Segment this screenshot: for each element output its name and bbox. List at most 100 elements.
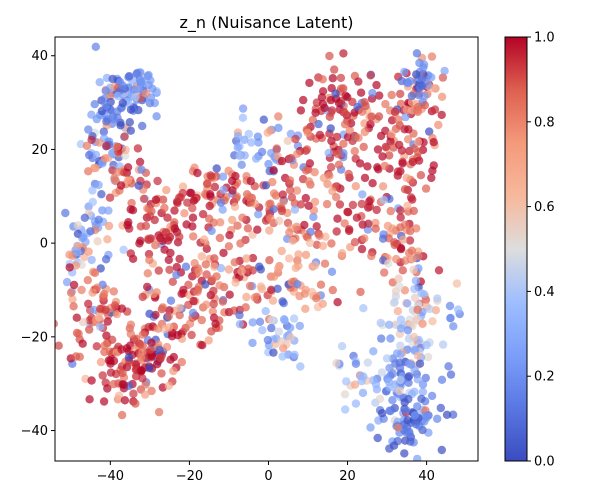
scatter-point bbox=[96, 264, 105, 273]
scatter-point bbox=[403, 326, 413, 335]
scatter-point bbox=[141, 380, 150, 389]
x-tick-label: −20 bbox=[176, 469, 203, 484]
scatter-point bbox=[224, 242, 234, 251]
scatter-point bbox=[87, 255, 96, 265]
scatter-point bbox=[336, 84, 346, 93]
scatter-point bbox=[120, 132, 129, 141]
scatter-point bbox=[324, 148, 333, 158]
scatter-point bbox=[88, 197, 98, 207]
scatter-point bbox=[406, 437, 415, 446]
scatter-point bbox=[309, 212, 318, 222]
scatter-point bbox=[117, 304, 127, 313]
scatter-point bbox=[352, 213, 362, 222]
scatter-point bbox=[290, 199, 300, 208]
scatter-point bbox=[143, 282, 152, 292]
scatter-point bbox=[392, 349, 402, 358]
scatter-point bbox=[351, 182, 360, 191]
scatter-point bbox=[175, 311, 184, 320]
scatter-point bbox=[216, 264, 226, 273]
scatter-point bbox=[248, 338, 257, 348]
scatter-point bbox=[72, 313, 82, 322]
scatter-point bbox=[244, 129, 253, 139]
scatter-point bbox=[390, 298, 399, 307]
scatter-point bbox=[386, 206, 395, 216]
scatter-point bbox=[79, 232, 88, 242]
scatter-point bbox=[274, 123, 283, 133]
scatter-point bbox=[290, 205, 300, 214]
scatter-point bbox=[92, 342, 102, 351]
scatter-point bbox=[421, 184, 431, 193]
scatter-point bbox=[245, 192, 254, 202]
scatter-point bbox=[289, 314, 299, 323]
scatter-point bbox=[92, 114, 102, 124]
scatter-point bbox=[66, 288, 76, 297]
scatter-point bbox=[73, 247, 82, 257]
scatter-point bbox=[305, 78, 314, 88]
scatter-point bbox=[138, 292, 147, 302]
scatter-point bbox=[201, 260, 210, 269]
scatter-point bbox=[279, 315, 289, 324]
scatter-point bbox=[210, 254, 219, 263]
scatter-point bbox=[307, 287, 317, 297]
scatter-point bbox=[126, 329, 135, 339]
scatter-point bbox=[91, 163, 100, 173]
scatter-point bbox=[108, 335, 117, 344]
scatter-point bbox=[377, 368, 387, 377]
scatter-point bbox=[170, 218, 179, 227]
scatter-point bbox=[61, 208, 70, 218]
scatter-point bbox=[238, 213, 247, 222]
scatter-point bbox=[430, 105, 440, 114]
scatter-point bbox=[412, 70, 421, 79]
scatter-point bbox=[417, 394, 426, 403]
scatter-point bbox=[286, 186, 295, 195]
scatter-point bbox=[82, 141, 92, 150]
scatter-point bbox=[153, 324, 163, 333]
scatter-point bbox=[210, 182, 220, 192]
scatter-point bbox=[405, 236, 415, 245]
scatter-point bbox=[396, 223, 405, 232]
scatter-point bbox=[145, 363, 154, 373]
scatter-point bbox=[99, 397, 109, 406]
scatter-point bbox=[98, 206, 107, 215]
scatter-point bbox=[62, 277, 72, 287]
scatter-point bbox=[427, 391, 437, 401]
scatter-point bbox=[104, 221, 114, 231]
scatter-point bbox=[438, 340, 448, 349]
scatter-point bbox=[295, 321, 304, 331]
scatter-point bbox=[419, 63, 428, 72]
scatter-point bbox=[131, 92, 140, 102]
scatter-point bbox=[378, 234, 388, 243]
scatter-point bbox=[371, 380, 381, 389]
scatter-point bbox=[293, 279, 302, 289]
scatter-point bbox=[333, 298, 342, 307]
scatter-point bbox=[138, 121, 147, 131]
scatter-point bbox=[228, 215, 237, 225]
scatter-point bbox=[94, 215, 103, 224]
scatter-point bbox=[202, 300, 211, 309]
y-tick-label: −40 bbox=[21, 424, 48, 439]
scatter-point bbox=[188, 213, 198, 222]
scatter-point bbox=[335, 200, 345, 209]
scatter-point bbox=[429, 138, 438, 147]
scatter-point bbox=[425, 127, 434, 136]
scatter-point bbox=[123, 163, 133, 172]
scatter-point bbox=[215, 233, 225, 243]
scatter-point bbox=[283, 136, 292, 146]
scatter-point bbox=[386, 334, 395, 343]
scatter-point bbox=[233, 143, 242, 152]
scatter-point bbox=[396, 206, 405, 215]
scatter-point bbox=[248, 253, 258, 263]
scatter-point bbox=[151, 195, 161, 204]
scatter-point bbox=[416, 171, 426, 180]
scatter-point bbox=[394, 274, 403, 283]
scatter-point bbox=[285, 254, 294, 263]
scatter-point bbox=[147, 338, 156, 347]
scatter-point bbox=[351, 359, 361, 368]
scatter-point bbox=[211, 319, 220, 328]
scatter-point bbox=[413, 107, 423, 117]
scatter-point bbox=[190, 259, 199, 268]
scatter-point bbox=[360, 234, 369, 243]
scatter-point bbox=[177, 357, 186, 367]
scatter-point bbox=[147, 386, 156, 396]
scatter-point bbox=[68, 295, 77, 304]
